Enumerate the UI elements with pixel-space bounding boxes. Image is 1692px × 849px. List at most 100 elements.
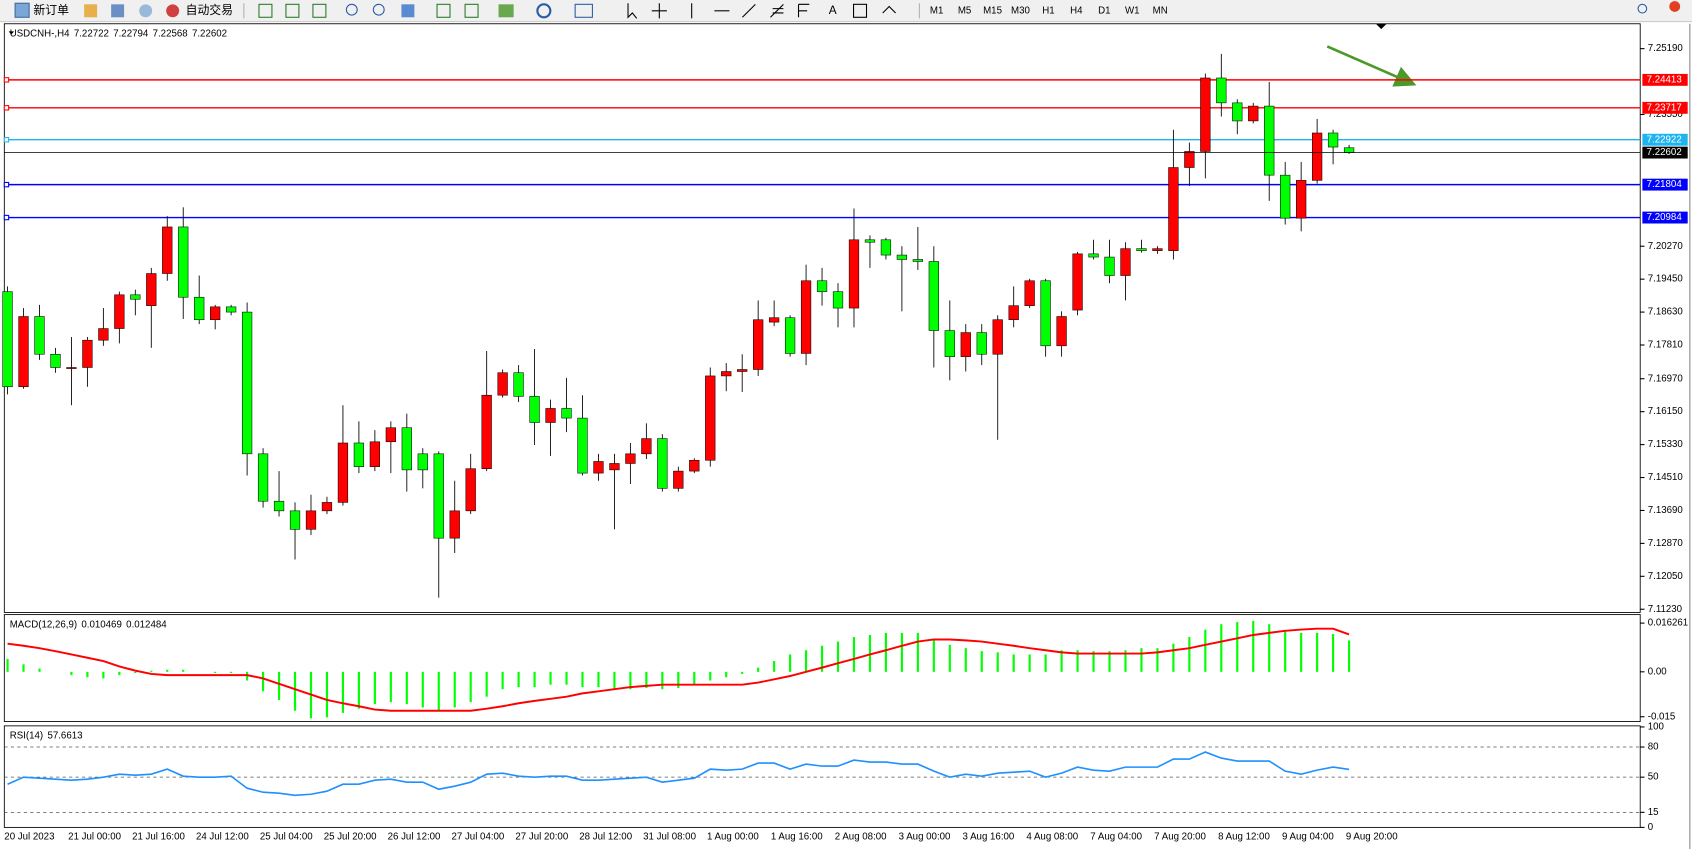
candle-body xyxy=(321,502,333,512)
y-tick-label: -0.015 xyxy=(1648,711,1676,722)
periods-button[interactable] xyxy=(536,3,552,19)
candle-body xyxy=(1024,280,1035,306)
timeframe-button[interactable]: M1 xyxy=(930,5,943,16)
candle-body xyxy=(784,317,796,354)
timeframe-button[interactable]: M15 xyxy=(983,5,1002,16)
auto-trading-label[interactable]: 自动交易 xyxy=(186,3,233,17)
candle-body xyxy=(1008,305,1019,320)
notification-badge[interactable] xyxy=(1669,1,1681,12)
pane-title: USDCNH-,H4 xyxy=(10,28,70,39)
candle-body xyxy=(369,441,380,467)
y-tick-label: 7.17810 xyxy=(1648,340,1684,351)
templates-button[interactable] xyxy=(574,3,593,18)
level-anchor xyxy=(3,181,10,188)
toolbar-icon[interactable] xyxy=(312,3,327,18)
candle-body xyxy=(1104,256,1115,276)
candle-body xyxy=(1343,147,1355,153)
y-tick-label: 7.18630 xyxy=(1648,307,1684,318)
candle-body xyxy=(1280,174,1291,219)
candle-body xyxy=(1296,180,1307,219)
text-tool[interactable]: A xyxy=(829,3,837,17)
x-tick-label: 1 Aug 00:00 xyxy=(707,832,759,843)
trendline-tool[interactable] xyxy=(742,3,756,18)
candle-body xyxy=(433,453,444,539)
chart-shift-marker xyxy=(1375,23,1387,30)
candle-body xyxy=(689,459,700,472)
candle-body xyxy=(561,408,572,419)
candle-body xyxy=(721,371,732,377)
level-label-box xyxy=(1642,73,1688,86)
new-order-button[interactable]: 新订单 xyxy=(14,2,69,18)
x-tick-label: 25 Jul 04:00 xyxy=(260,832,313,843)
candle-body xyxy=(1216,77,1227,104)
pane-header: RSI(14) 57.6613 xyxy=(10,730,83,741)
timeframe-button[interactable]: H1 xyxy=(1042,5,1054,16)
candle-body xyxy=(641,438,652,455)
tile-windows[interactable] xyxy=(401,4,415,18)
candle-body xyxy=(114,294,125,329)
y-tick-label: 7.15330 xyxy=(1648,439,1684,450)
toolbar-icon[interactable] xyxy=(139,4,153,18)
zoom-out[interactable] xyxy=(372,3,385,16)
crosshair-tool[interactable] xyxy=(651,3,667,19)
candle-body xyxy=(577,417,588,474)
timeframe-button[interactable]: MN xyxy=(1153,5,1168,16)
new-order-label[interactable]: 新订单 xyxy=(33,3,69,17)
candle-body xyxy=(226,306,237,313)
search-button[interactable] xyxy=(1637,3,1648,14)
auto-trading-button[interactable]: 自动交易 xyxy=(166,3,233,18)
toolbar: 新订单 自动交易 A M1 M5 M15 M30 H1 H4 D1 W1 MN xyxy=(0,0,1692,23)
toolbar-icon[interactable] xyxy=(258,3,273,18)
y-tick-label: 0.016261 xyxy=(1648,618,1688,629)
y-tick-label: 0 xyxy=(1648,822,1654,833)
indicators-button[interactable] xyxy=(498,4,514,18)
zoom-in[interactable] xyxy=(345,3,358,16)
y-tick-label: 0.00 xyxy=(1648,666,1667,677)
fibo-tool[interactable] xyxy=(797,3,810,18)
candle-body xyxy=(210,306,221,320)
x-tick-label: 9 Aug 20:00 xyxy=(1346,832,1398,843)
candle-body xyxy=(992,319,1003,355)
pane-menu-marker xyxy=(8,31,15,35)
toolbar-icon[interactable] xyxy=(84,4,98,18)
y-tick-label: 7.23550 xyxy=(1648,109,1684,120)
level-anchor xyxy=(3,77,10,83)
candle-body xyxy=(944,330,955,357)
pane-header: MACD(12,26,9) 0.010469 0.012484 xyxy=(10,619,168,630)
candle-body xyxy=(513,372,524,397)
candle-body xyxy=(257,453,269,502)
toolbar-icon[interactable] xyxy=(436,3,451,18)
candle-body xyxy=(976,332,987,355)
timeframe-button[interactable]: M30 xyxy=(1011,5,1030,16)
toolbar-icon[interactable] xyxy=(285,3,300,18)
candle-body xyxy=(465,468,476,512)
level-label-box xyxy=(1642,211,1688,224)
label-tool[interactable] xyxy=(853,3,868,18)
level-label-box xyxy=(1642,101,1688,114)
header-value: 7.22794 xyxy=(113,28,149,39)
channel-tool[interactable] xyxy=(770,3,784,18)
toolbar-background xyxy=(0,0,1692,22)
timeframe-button[interactable]: H4 xyxy=(1070,5,1083,16)
candle-body xyxy=(178,226,189,298)
y-tick-label: 7.16150 xyxy=(1648,406,1684,417)
candle-body xyxy=(816,280,828,292)
toolbar-icon[interactable] xyxy=(111,4,125,18)
level-anchor xyxy=(3,137,10,143)
candle-body xyxy=(705,375,716,461)
x-tick-label: 2 Aug 08:00 xyxy=(835,832,887,843)
candle-body xyxy=(273,500,285,512)
toolbar-icon[interactable] xyxy=(464,3,479,18)
candle-body xyxy=(1040,280,1051,347)
timeframe-button[interactable]: D1 xyxy=(1098,5,1110,16)
arrows-tool[interactable] xyxy=(882,5,897,14)
y-tick-label: 80 xyxy=(1648,742,1659,753)
candle-body xyxy=(896,254,908,260)
timeframe-button[interactable]: W1 xyxy=(1125,5,1140,16)
candle-body xyxy=(50,353,61,368)
x-tick-label: 1 Aug 16:00 xyxy=(771,832,823,843)
x-tick-label: 24 Jul 12:00 xyxy=(196,832,249,843)
candle-body xyxy=(2,291,13,388)
timeframe-button[interactable]: M5 xyxy=(958,5,971,16)
cursor-tool[interactable] xyxy=(627,3,638,19)
